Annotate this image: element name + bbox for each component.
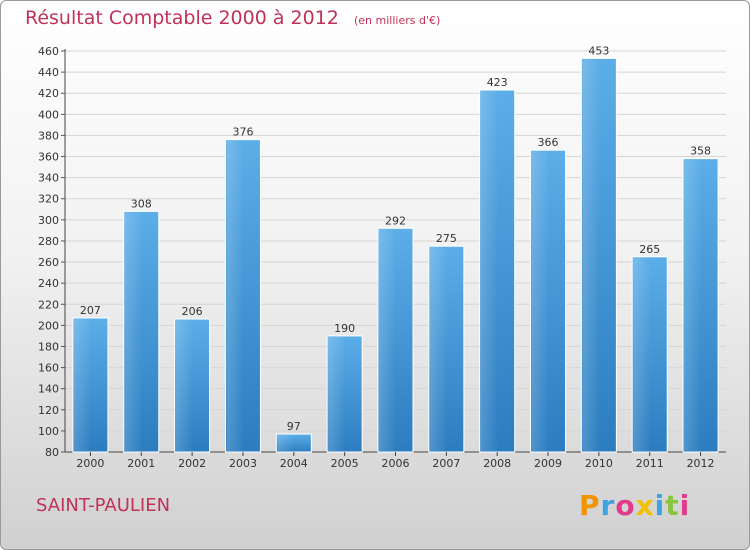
bar-shine xyxy=(124,212,143,451)
y-tick-label: 380 xyxy=(38,129,59,142)
bar-shine xyxy=(531,151,550,451)
bar-shine xyxy=(379,229,397,451)
proxiti-logo: Proxiti xyxy=(579,489,691,522)
data-label: 308 xyxy=(131,197,152,210)
y-tick-label: 200 xyxy=(38,319,59,332)
bar-shine xyxy=(480,91,499,451)
data-label: 265 xyxy=(639,243,660,256)
y-tick-label: 280 xyxy=(38,235,59,248)
x-tick-label: 2006 xyxy=(382,457,410,470)
y-tick-label: 300 xyxy=(38,214,59,227)
y-tick-label: 440 xyxy=(38,66,59,79)
x-tick-label: 2004 xyxy=(280,457,308,470)
data-label: 453 xyxy=(588,44,609,57)
y-tick-label: 140 xyxy=(38,383,59,396)
data-label: 366 xyxy=(538,136,559,149)
x-tick-label: 2008 xyxy=(483,457,511,470)
data-label: 206 xyxy=(182,305,203,318)
x-tick-label: 2000 xyxy=(76,457,104,470)
bar-shine xyxy=(73,318,92,451)
x-tick-label: 2007 xyxy=(432,457,460,470)
bar-shine xyxy=(328,336,346,451)
data-label: 423 xyxy=(487,76,508,89)
x-tick-label: 2001 xyxy=(127,457,155,470)
y-tick-label: 180 xyxy=(38,340,59,353)
title-unit: (en milliers d'€) xyxy=(353,14,441,27)
bar-shine xyxy=(277,435,295,451)
data-label: 358 xyxy=(690,145,711,158)
y-tick-labels: 80 100 120 140 160 180 200 220 240 260 280 300 320 34… xyxy=(38,45,65,459)
y-tick-label: 120 xyxy=(38,404,59,417)
bar-shine xyxy=(633,257,651,451)
data-label: 292 xyxy=(385,214,406,227)
y-tick-label: 420 xyxy=(38,87,59,100)
data-label: 190 xyxy=(334,322,355,335)
bar-shine xyxy=(429,247,448,451)
bars xyxy=(72,57,719,453)
data-label: 376 xyxy=(232,126,253,139)
city-name: SAINT-PAULIEN xyxy=(36,495,171,516)
y-tick-label: 360 xyxy=(38,151,59,164)
y-tick-label: 260 xyxy=(38,256,59,269)
y-tick-label: 400 xyxy=(38,108,59,121)
y-tick-label: 220 xyxy=(38,298,59,311)
y-tick-label: 100 xyxy=(38,425,59,438)
y-tick-label: 80 xyxy=(45,446,59,459)
bar-shine xyxy=(582,59,600,451)
data-label: 275 xyxy=(436,232,457,245)
y-tick-label: 340 xyxy=(38,172,59,185)
title-main: Résultat Comptable 2000 à 2012 xyxy=(25,7,339,29)
x-tick-label: 2012 xyxy=(687,457,715,470)
x-tick-label: 2009 xyxy=(534,457,562,470)
x-tick-labels: 2000 2001 2002 2003 2004 2005 2006 2007 2008 2009… xyxy=(76,452,715,470)
x-tick-label: 2005 xyxy=(331,457,359,470)
data-label: 97 xyxy=(287,420,301,433)
bar-shine xyxy=(175,320,194,451)
x-tick-label: 2010 xyxy=(585,457,613,470)
y-tick-label: 240 xyxy=(38,277,59,290)
data-label: 207 xyxy=(80,304,101,317)
y-tick-label: 460 xyxy=(38,45,59,58)
bar-shine xyxy=(684,159,702,451)
x-tick-label: 2003 xyxy=(229,457,257,470)
bar-shine xyxy=(226,140,244,452)
x-tick-label: 2002 xyxy=(178,457,206,470)
y-tick-label: 320 xyxy=(38,193,59,206)
data-labels: 207 308 206 376 97 190 292 275 423 366 453 265 358 xyxy=(80,44,711,433)
y-tick-label: 160 xyxy=(38,362,59,375)
chart-title: Résultat Comptable 2000 à 2012 (en milli… xyxy=(25,7,440,29)
x-tick-label: 2011 xyxy=(636,457,664,470)
